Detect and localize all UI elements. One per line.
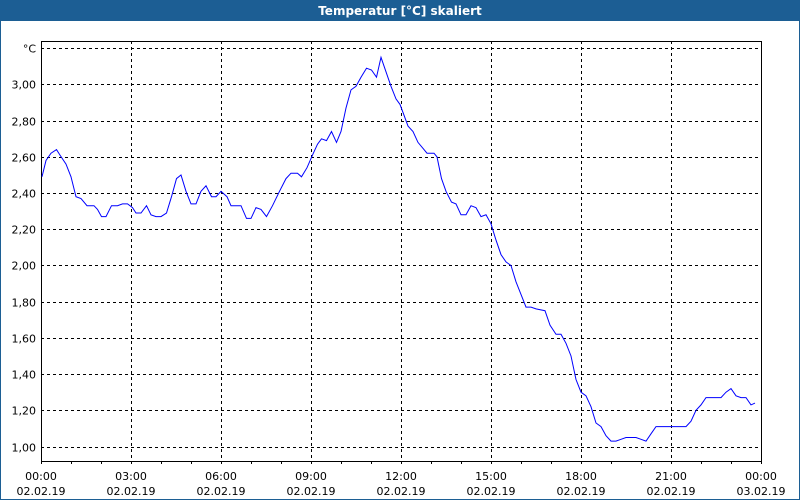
- x-tick-time: 00:00: [25, 470, 57, 483]
- x-tick-date: 02.02.19: [647, 485, 696, 498]
- x-tick-date: 02.02.19: [107, 485, 156, 498]
- x-tick-time: 15:00: [475, 470, 507, 483]
- x-tick-date: 02.02.19: [377, 485, 426, 498]
- x-tick-time: 09:00: [295, 470, 327, 483]
- y-tick-label: 2,00: [12, 260, 37, 273]
- y-axis-unit: °C: [23, 43, 37, 56]
- y-tick-label: 1,80: [12, 297, 37, 310]
- y-tick-label: 1,00: [12, 442, 37, 455]
- x-tick-time: 18:00: [565, 470, 597, 483]
- x-tick-date: 02.02.19: [467, 485, 516, 498]
- x-tick-date: 03.02.19: [737, 485, 786, 498]
- y-tick-label: 1,20: [12, 405, 37, 418]
- window-title: Temperatur [°C] skaliert: [1, 1, 799, 21]
- x-tick-date: 02.02.19: [197, 485, 246, 498]
- plot-frame: [41, 41, 762, 462]
- y-tick-label: 1,60: [12, 333, 37, 346]
- y-tick-label: 3,00: [12, 79, 37, 92]
- y-tick-label: 2,60: [12, 152, 37, 165]
- x-tick-date: 02.02.19: [287, 485, 336, 498]
- x-tick-time: 12:00: [385, 470, 417, 483]
- x-tick-time: 21:00: [655, 470, 687, 483]
- x-tick-time: 00:00: [745, 470, 777, 483]
- y-tick-label: 1,40: [12, 369, 37, 382]
- temperature-line: [41, 55, 756, 442]
- x-tick-time: 03:00: [115, 470, 147, 483]
- y-tick-label: 2,80: [12, 116, 37, 129]
- x-tick-date: 02.02.19: [557, 485, 606, 498]
- y-tick-label: 2,20: [12, 224, 37, 237]
- y-tick-label: 2,40: [12, 188, 37, 201]
- x-tick-date: 02.02.19: [17, 485, 66, 498]
- x-tick-time: 06:00: [205, 470, 237, 483]
